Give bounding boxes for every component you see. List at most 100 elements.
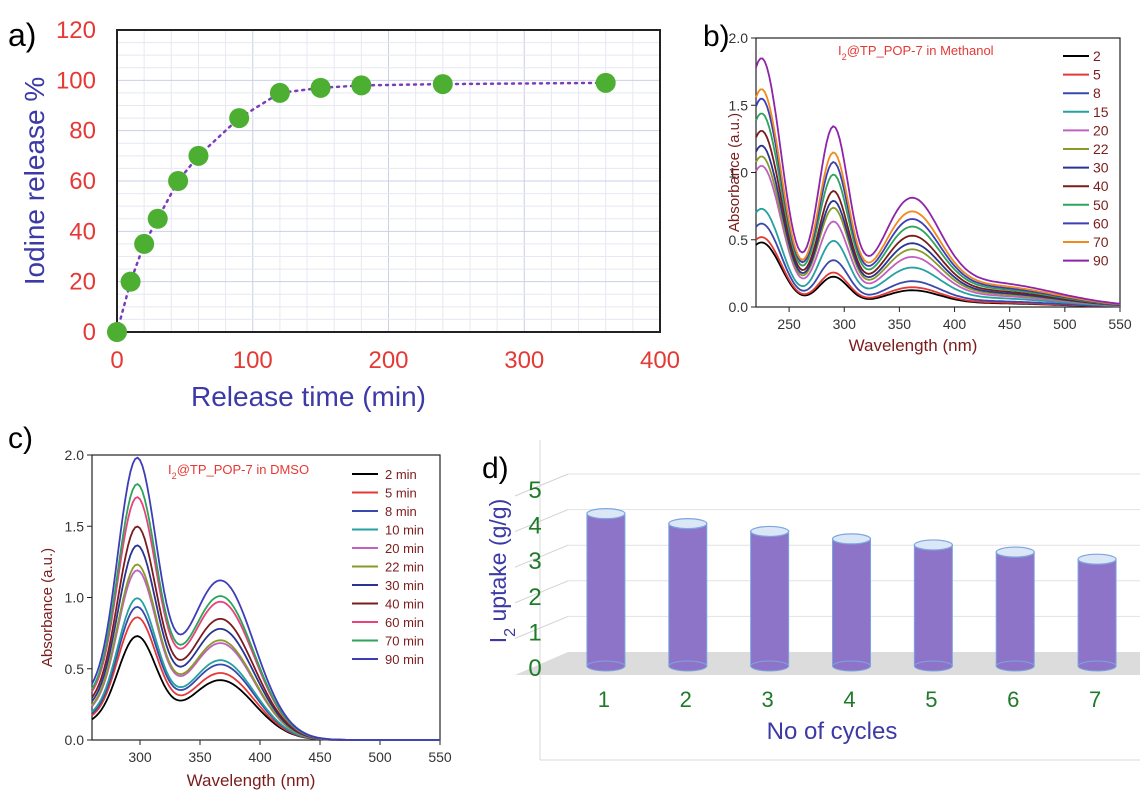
legend-label: 22 [1093,141,1109,157]
x-tick-label: 300 [833,316,857,332]
x-tick-label: 500 [1053,316,1077,332]
y-tick-label: 80 [69,118,96,145]
panel-label-c: c) [8,422,33,455]
x-tick-label: 350 [888,316,912,332]
annotation-text: I2@TP_POP-7 in Methanol [838,43,994,62]
spectrum-line [91,456,440,741]
x-axis-label: Wavelength (nm) [849,336,978,355]
y-tick-label: 120 [56,17,96,44]
data-point [310,77,331,98]
legend-label: 60 [1093,215,1109,231]
x-tick-label: 450 [308,749,332,765]
bar-base [913,660,953,672]
bar [668,523,708,667]
spectrum-line [755,97,1121,306]
x-tick-label: 1 [598,687,610,712]
x-tick-label: 7 [1089,687,1101,712]
y-tick-label: 1 [528,619,541,646]
data-point [188,145,209,166]
bar-base [750,660,790,672]
panel-label-d: d) [482,452,509,485]
panel-label-a: a) [8,17,36,53]
bar-top [668,517,708,530]
x-tick-label: 400 [943,316,967,332]
data-point [432,74,453,95]
bar-top [995,546,1035,558]
x-tick-label: 0 [110,347,123,374]
x-tick-label: 250 [777,316,801,332]
legend-label: 22 min [385,560,424,575]
data-point [269,82,290,103]
y-tick-label: 0.0 [729,299,749,315]
legend-label: 70 [1093,234,1109,250]
grid-a [116,29,661,333]
x-tick-label: 550 [1108,316,1132,332]
y-tick-label: 0 [83,319,96,346]
legend-label: 70 min [385,634,424,649]
y-tick-label: 0.0 [65,732,85,748]
grid-diagonal [514,580,569,604]
legend-label: 2 min [385,467,417,482]
spectrum-line [755,112,1121,306]
y-tick-label: 3 [528,548,541,575]
spectrum-line [755,88,1121,305]
y-tick-label: 20 [69,269,96,296]
y-tick-label: 5 [528,477,541,504]
x-tick-label: 200 [368,347,408,374]
x-axis-label: No of cycles [767,718,898,745]
bar-top [831,533,872,545]
bar-base [586,660,626,672]
legend-label: 20 [1093,122,1109,138]
y-tick-label: 2.0 [729,30,749,46]
x-tick-label: 2 [680,687,692,712]
bar [995,551,1035,667]
bar-base [832,660,871,672]
panel-a: a) 0 100 200 300 400 0 20 40 60 80 100 120 Release ti… [8,17,680,412]
legend-label: 90 min [385,652,424,667]
bar [750,530,790,667]
x-tick-label: 500 [368,749,392,765]
bar [586,513,626,667]
x-tick-label: 6 [1007,687,1019,712]
panel-c: c) 300 350 400 450 500 550 0.0 0.5 1.0 1.5 2.0 Wavel… [8,422,452,790]
bar-top [1077,553,1117,565]
y-tick-label: 60 [69,168,96,195]
legend-label: 8 min [385,504,417,519]
x-axis-label: Wavelength (nm) [187,771,316,790]
x-tick-label: 3 [762,687,774,712]
data-point [595,72,616,93]
data-point [351,75,372,96]
grid-diagonal [514,544,569,568]
data-point [120,271,141,292]
x-tick-label: 300 [504,347,544,374]
x-tick-label: 5 [925,687,937,712]
annotation-text: I2@TP_POP-7 in DMSO [168,462,309,481]
y-tick-label: 1.0 [65,590,85,606]
legend-label: 10 min [385,523,424,538]
x-tick-label: 300 [128,749,152,765]
y-axis-label: Absorbance (a.u.) [726,113,743,232]
grid-diagonal [514,509,569,533]
data-point [229,108,250,129]
y-tick-label: 100 [56,67,96,94]
bar [1077,558,1117,667]
bar-top [750,525,790,538]
bar [913,544,953,667]
x-tick-label: 400 [640,347,680,374]
panel-label-b: b) [703,20,730,53]
grid-diagonal [514,615,569,639]
y-tick-label: 0 [528,655,541,682]
x-tick-label: 100 [233,347,273,374]
legend-label: 20 min [385,541,424,556]
spectrum-line [755,130,1121,306]
legend-label: 30 [1093,160,1109,176]
x-tick-label: 450 [998,316,1022,332]
y-axis-label: Absorbance (a.u.) [39,548,56,667]
x-tick-label: 4 [843,687,855,712]
bar-top [586,508,626,520]
data-point [107,322,127,342]
y-axis-label: Iodine release % [19,77,50,286]
legend-label: 15 [1093,104,1109,120]
data-point [147,208,168,229]
